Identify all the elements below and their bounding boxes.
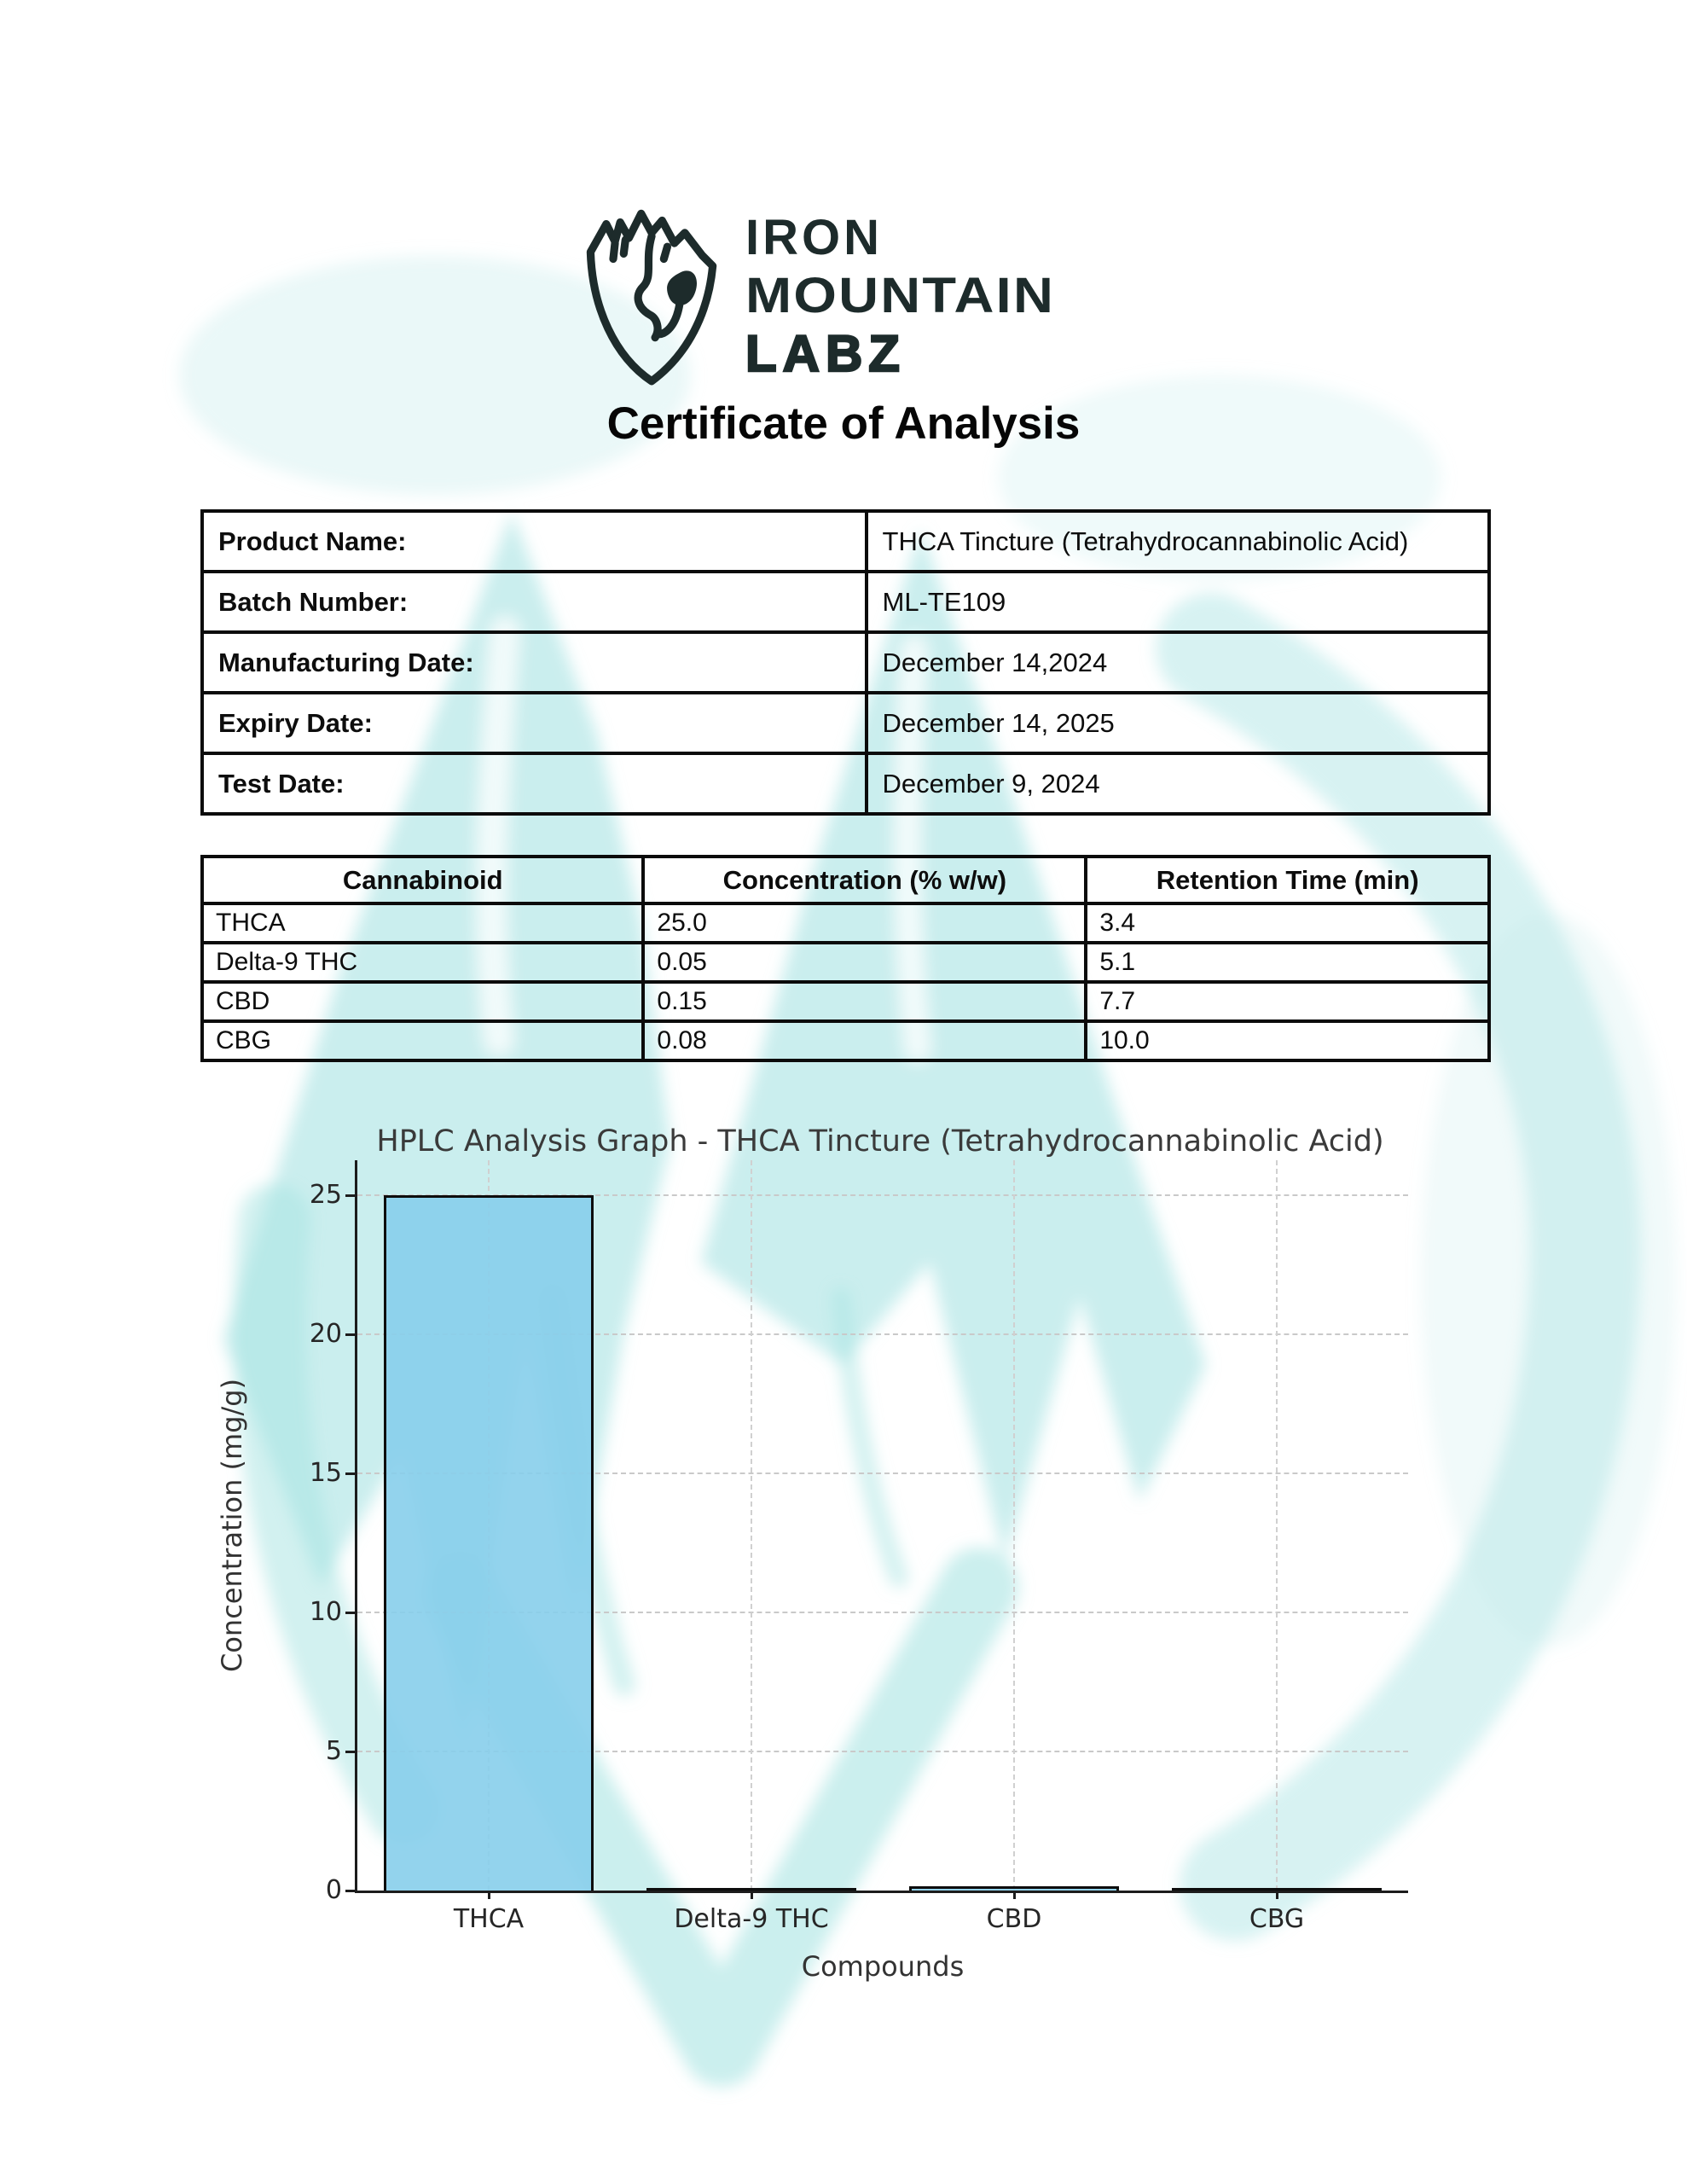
concentration-value: 25.0	[641, 902, 1088, 944]
document-title: Certificate of Analysis	[606, 398, 1081, 449]
info-value: December 14,2024	[864, 630, 1492, 694]
info-label: Expiry Date:	[200, 691, 868, 755]
x-tick-label: Delta-9 THC	[674, 1904, 829, 1934]
retention-time-value: 7.7	[1084, 980, 1491, 1023]
table-row: CBD 0.15 7.7	[200, 980, 1491, 1023]
concentration-value: 0.15	[641, 980, 1088, 1023]
x-tick-mark	[487, 1891, 490, 1899]
table-row: CBG 0.08 10.0	[200, 1019, 1491, 1062]
y-tick-mark	[345, 1194, 355, 1197]
gridline-horizontal	[357, 1333, 1408, 1335]
x-axis-title: Compounds	[801, 1950, 965, 1983]
gridline-horizontal	[357, 1750, 1408, 1752]
gridline-vertical	[1276, 1160, 1278, 1891]
y-tick-label: 10	[309, 1596, 342, 1627]
column-header: Cannabinoid	[200, 855, 646, 905]
table-row: Manufacturing Date: December 14,2024	[200, 630, 1492, 694]
product-info-table: Product Name: THCA Tincture (Tetrahydroc…	[200, 509, 1492, 816]
gridline-horizontal	[357, 1611, 1408, 1613]
x-tick-label: CBD	[986, 1904, 1042, 1934]
table-row: Product Name: THCA Tincture (Tetrahydroc…	[200, 509, 1492, 573]
column-header: Concentration (% w/w)	[641, 855, 1088, 905]
x-tick-label: CBG	[1249, 1904, 1305, 1934]
chart-title: HPLC Analysis Graph - THCA Tincture (Tet…	[376, 1124, 1384, 1159]
y-tick-label: 20	[309, 1318, 342, 1349]
logo-word-iron: IRON	[745, 210, 883, 265]
cannabinoid-table: Cannabinoid Concentration (% w/w) Retent…	[200, 855, 1491, 1062]
y-axis-title: Concentration (mg/g)	[216, 1378, 248, 1673]
cannabinoid-name: THCA	[200, 902, 646, 944]
cannabinoid-name: Delta-9 THC	[200, 941, 646, 984]
logo-wordmark: IRON MOUNTAIN LABZ	[745, 210, 1053, 382]
info-label: Product Name:	[200, 509, 868, 573]
x-tick-mark	[1275, 1891, 1278, 1899]
info-value: December 14, 2025	[864, 691, 1492, 755]
gridline-vertical	[1013, 1160, 1015, 1891]
bar-delta-9-thc	[646, 1888, 857, 1891]
table-row: Batch Number: ML-TE109	[200, 570, 1492, 634]
iron-mountain-labz-logo-icon	[586, 209, 717, 386]
table-row: Test Date: December 9, 2024	[200, 752, 1492, 816]
bar-thca	[383, 1194, 594, 1891]
y-tick-label: 15	[309, 1457, 342, 1488]
hplc-bar-chart: HPLC Analysis Graph - THCA Tincture (Tet…	[0, 1101, 1687, 2090]
table-header-row: Cannabinoid Concentration (% w/w) Retent…	[200, 855, 1491, 905]
info-label: Batch Number:	[200, 570, 868, 634]
x-tick-label: THCA	[453, 1904, 525, 1934]
cannabinoid-name: CBG	[200, 1019, 646, 1062]
concentration-value: 0.05	[641, 941, 1088, 984]
plot-area: 0 5 10 15 20 25 THCA Delta-9 THC CBD CBG Compounds	[310, 1160, 1408, 1983]
y-tick-mark	[345, 1333, 355, 1336]
y-tick-mark	[345, 1750, 355, 1753]
x-tick-mark	[1012, 1891, 1016, 1899]
y-tick-mark	[345, 1472, 355, 1475]
info-label: Test Date:	[200, 752, 868, 816]
bar-cbg	[1171, 1888, 1383, 1891]
cannabinoid-name: CBD	[200, 980, 646, 1023]
y-tick-label: 25	[309, 1179, 342, 1210]
gridline-vertical	[751, 1160, 752, 1891]
info-value: ML-TE109	[864, 570, 1492, 634]
info-value: THCA Tincture (Tetrahydrocannabinolic Ac…	[864, 509, 1492, 573]
y-tick-mark	[345, 1890, 355, 1892]
bar-cbd	[908, 1886, 1120, 1891]
logo-word-mountain: MOUNTAIN	[745, 268, 1056, 323]
info-label: Manufacturing Date:	[200, 630, 868, 694]
y-tick-label: 5	[325, 1735, 342, 1766]
retention-time-value: 3.4	[1084, 902, 1491, 944]
y-tick-label: 0	[325, 1875, 342, 1905]
retention-time-value: 5.1	[1084, 941, 1491, 984]
table-row: Expiry Date: December 14, 2025	[200, 691, 1492, 755]
gridline-horizontal	[357, 1194, 1408, 1196]
table-row: THCA 25.0 3.4	[200, 902, 1491, 944]
y-tick-mark	[345, 1611, 355, 1614]
x-tick-mark	[750, 1891, 753, 1899]
logo-word-labz: LABZ	[745, 325, 906, 382]
retention-time-value: 10.0	[1084, 1019, 1491, 1062]
concentration-value: 0.08	[641, 1019, 1088, 1062]
table-row: Delta-9 THC 0.05 5.1	[200, 941, 1491, 984]
info-value: December 9, 2024	[864, 752, 1492, 816]
column-header: Retention Time (min)	[1084, 855, 1491, 905]
gridline-horizontal	[357, 1472, 1408, 1474]
